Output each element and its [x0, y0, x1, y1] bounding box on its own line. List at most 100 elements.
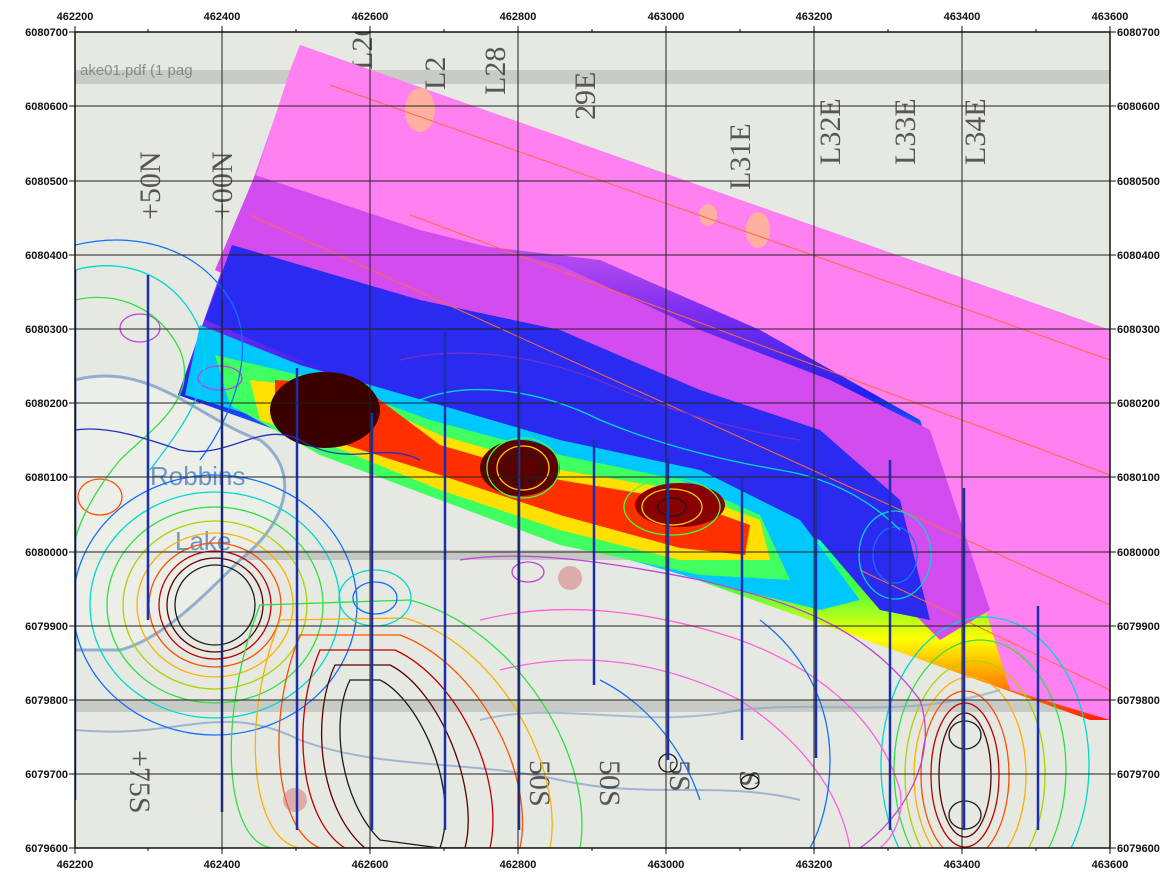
contour-line — [459, 555, 926, 848]
contour-ring — [904, 660, 1046, 848]
tick-marks — [69, 26, 1116, 854]
y-tick-label: 6080400 — [1117, 250, 1160, 262]
contour-line — [75, 296, 186, 541]
y-tick-label: 6080100 — [25, 472, 68, 484]
anomaly-salmon-spot — [699, 204, 717, 226]
scan-station-label: +50N — [134, 151, 167, 220]
contour-ring — [119, 313, 161, 343]
y-tick-label: 6079600 — [25, 843, 68, 855]
contour-line — [75, 265, 206, 471]
x-tick-label: 463200 — [796, 859, 833, 871]
y-tick-label: 6080600 — [1117, 101, 1160, 113]
overlay-blue-region — [205, 245, 930, 620]
x-axis-bottom-labels: 462200 462400 462600 462800 463000 46320… — [57, 859, 1129, 871]
x-tick-label: 463600 — [1092, 859, 1129, 871]
anomaly-salmon-spot — [746, 212, 770, 248]
contour-ring — [75, 474, 358, 736]
overlay-trend-line — [249, 214, 1110, 606]
contour-line — [75, 428, 421, 461]
contour-ring — [77, 478, 123, 516]
scan-station-label: 50S — [523, 760, 556, 807]
right-ticks — [1110, 31, 1116, 849]
x-tick-label: 463000 — [648, 11, 685, 23]
x-tick-label: 462400 — [204, 11, 241, 23]
contour-ring — [321, 664, 469, 848]
contour-lines — [75, 239, 1090, 848]
scan-line-label: L2 — [419, 57, 452, 90]
x-tick-label: 463600 — [1092, 11, 1129, 23]
top-ticks — [74, 26, 1111, 32]
cultural-marker — [558, 566, 582, 590]
contour-ring — [486, 437, 560, 499]
contour-ring — [106, 506, 324, 704]
y-tick-label: 6079800 — [1117, 695, 1160, 707]
y-tick-label: 6080700 — [1117, 27, 1160, 39]
x-tick-label: 462400 — [204, 859, 241, 871]
y-axis-right-labels: 6080700 6080600 6080500 6080400 6080300 … — [1117, 27, 1160, 855]
y-axis-left-labels: 6080700 6080600 6080500 6080400 6080300 … — [25, 27, 68, 855]
y-tick-label: 6080200 — [25, 398, 68, 410]
scan-paper-fold — [75, 550, 1110, 560]
contour-ring — [880, 616, 1090, 848]
overlay-pink-region — [255, 45, 1110, 720]
x-tick-label: 463200 — [796, 11, 833, 23]
contour-ring — [511, 561, 545, 583]
x-tick-label: 463400 — [944, 11, 981, 23]
x-tick-label: 463400 — [944, 859, 981, 871]
y-tick-label: 6079700 — [25, 769, 68, 781]
y-tick-label: 6080000 — [1117, 547, 1160, 559]
y-tick-label: 6080200 — [1117, 398, 1160, 410]
y-tick-label: 6080000 — [25, 547, 68, 559]
anomaly-salmon-spot — [405, 88, 435, 132]
y-tick-label: 6080400 — [25, 250, 68, 262]
contour-line — [399, 352, 801, 441]
contour-ring — [197, 365, 243, 391]
x-tick-label: 462200 — [57, 859, 94, 871]
y-tick-label: 6080600 — [25, 101, 68, 113]
x-tick-label: 462200 — [57, 11, 94, 23]
scan-line-label: L31E — [724, 123, 757, 190]
anomaly-high-core — [270, 372, 380, 448]
contour-ring — [504, 453, 542, 483]
left-ticks — [69, 31, 75, 849]
y-tick-label: 6080300 — [25, 324, 68, 336]
scan-line-label: L32E — [814, 98, 847, 165]
y-tick-label: 6079900 — [25, 621, 68, 633]
y-tick-label: 6079700 — [1117, 769, 1160, 781]
scan-pdf-header: ake01.pdf (1 pag — [80, 62, 193, 79]
map-plot-area: ake01.pdf (1 pag Robbins Lake L28 29E L3… — [75, 22, 1110, 848]
x-tick-label: 463000 — [648, 859, 685, 871]
contour-ring — [136, 532, 294, 678]
contour-ring — [496, 445, 550, 491]
y-tick-label: 6080500 — [25, 176, 68, 188]
x-tick-label: 462800 — [500, 859, 537, 871]
scan-line-label: L28 — [479, 47, 512, 95]
y-tick-label: 6079800 — [25, 695, 68, 707]
overlay-trend-line — [859, 569, 1110, 691]
magnetic-anomaly-overlay — [178, 45, 1110, 720]
bottom-ticks — [74, 848, 1111, 854]
contour-ring — [740, 774, 760, 790]
y-tick-label: 6080700 — [25, 27, 68, 39]
contour-line — [75, 239, 244, 461]
contour-line — [759, 619, 831, 848]
scan-line-label: L26 — [346, 22, 379, 70]
anomaly-high-core — [635, 483, 725, 527]
overlay-trend-line — [329, 84, 1110, 361]
scan-station-label: 50S — [593, 760, 626, 807]
contour-line — [479, 608, 902, 848]
contour-line — [419, 388, 901, 531]
contour-ring — [623, 478, 721, 536]
contour-ring — [352, 581, 398, 615]
x-axis-top-labels: 462200 462400 462600 462800 463000 46320… — [57, 11, 1129, 23]
contour-ring — [872, 526, 918, 584]
y-tick-label: 6080300 — [1117, 324, 1160, 336]
contour-ring — [302, 649, 494, 848]
contour-line — [599, 679, 701, 801]
x-tick-label: 462800 — [500, 11, 537, 23]
scan-station-label: +75S — [123, 750, 156, 814]
contour-ring — [641, 488, 703, 526]
scan-line-label: L33E — [889, 98, 922, 165]
x-tick-label: 462600 — [352, 11, 389, 23]
